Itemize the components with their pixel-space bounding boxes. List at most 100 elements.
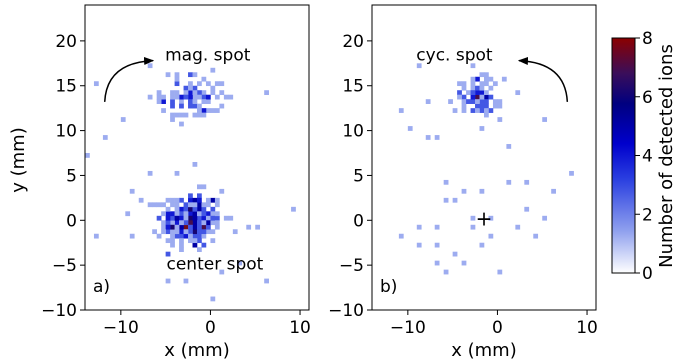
heatmap-cell	[488, 76, 494, 82]
heatmap-cell	[201, 112, 207, 118]
heatmap-cell	[165, 278, 171, 284]
heatmap-cell	[484, 72, 489, 78]
heatmap-cell	[129, 188, 135, 194]
heatmap-cell	[174, 81, 180, 87]
heatmap-cell	[443, 269, 449, 275]
heatmap-cell	[457, 81, 462, 87]
colorbar-tick-label: 0	[642, 264, 653, 284]
heatmap-cell	[192, 103, 198, 109]
heatmap-cell	[479, 90, 485, 96]
heatmap-cell	[201, 233, 207, 239]
heatmap-cell	[425, 99, 431, 104]
heatmap-cell	[524, 206, 530, 212]
rotation-arrow-a	[103, 57, 155, 102]
heatmap-cell	[165, 251, 171, 257]
heatmap-cell	[398, 233, 404, 239]
y-tick-label: 5	[66, 166, 77, 186]
heatmap-cell	[179, 112, 184, 118]
heatmap-cell	[197, 202, 202, 208]
heatmap-cell	[219, 103, 225, 109]
heatmap-cell	[506, 144, 512, 149]
heatmap-cell	[161, 202, 166, 208]
heatmap-cell	[457, 90, 462, 96]
heatmap-cell	[161, 229, 166, 235]
heatmap-cell	[205, 197, 211, 203]
heatmap-cell	[192, 215, 198, 221]
heatmap-cell	[201, 94, 207, 100]
y-tick-label: 0	[66, 211, 77, 231]
heatmap-cell	[197, 238, 202, 244]
heatmap-cell	[461, 188, 467, 194]
heatmap-cell	[416, 242, 422, 248]
heatmap-cell	[210, 90, 216, 96]
heatmap-cell	[179, 224, 184, 230]
heatmap-cell	[183, 224, 189, 230]
heatmap-cell	[210, 229, 216, 235]
heatmap-cell	[188, 220, 193, 226]
heatmap-cell	[183, 278, 189, 284]
heatmap-cell	[425, 135, 431, 140]
heatmap-cell	[524, 179, 530, 185]
heatmap-cell	[170, 202, 175, 208]
heatmap-cell	[232, 229, 238, 235]
x-tick-label: 0	[492, 318, 503, 338]
heatmap-cell	[197, 81, 202, 87]
heatmap-cell	[219, 81, 225, 87]
x-axis-label-b: x (mm)	[451, 340, 517, 361]
colorbar-gradient	[611, 37, 636, 274]
heatmap-cell	[197, 211, 202, 217]
heatmap-cell	[461, 260, 467, 266]
heatmap-cell	[183, 85, 189, 91]
heatmap-cell	[192, 202, 198, 208]
heatmap-cell	[470, 85, 476, 91]
heatmap-cell	[569, 170, 574, 176]
heatmap-cell	[475, 76, 480, 82]
heatmap-cell	[179, 242, 184, 248]
heatmap-cell	[416, 224, 422, 230]
x-ticks-a: −10 0 10	[103, 310, 311, 338]
heatmap-cell	[407, 126, 413, 131]
heatmap-cell	[179, 247, 184, 252]
heatmap-cell	[179, 206, 184, 212]
heatmap-cell	[484, 108, 489, 113]
heatmap-cell	[484, 81, 489, 87]
heatmap-cell	[434, 260, 440, 266]
y-axis-label-a: y (mm)	[8, 127, 29, 193]
heatmap-cell	[192, 161, 198, 167]
heatmap-cell	[156, 99, 162, 104]
y-tick-label: 10	[342, 122, 364, 142]
heatmap-cell	[488, 108, 494, 113]
heatmap-cell	[201, 108, 207, 113]
heatmap-cell	[205, 81, 211, 87]
heatmap-cell	[214, 197, 220, 203]
colorbar: 0 2 4 6 8 Number of detected ions	[611, 29, 677, 284]
heatmap-cell	[214, 202, 220, 208]
heatmap-cell	[533, 233, 539, 239]
heatmap-cell	[197, 184, 202, 190]
heatmap-cell	[201, 99, 207, 104]
heatmap-cell	[461, 99, 467, 104]
heatmap-cell	[165, 229, 171, 235]
heatmap-cell	[188, 103, 193, 109]
heatmap-cell	[223, 94, 229, 100]
heatmap-cell	[475, 85, 480, 91]
heatmap-cell	[179, 99, 184, 104]
heatmap-cell	[470, 224, 476, 230]
heatmap-cell	[188, 238, 193, 244]
heatmap-cell	[201, 215, 207, 221]
heatmap-cell	[165, 224, 171, 230]
heatmap-cell	[434, 242, 440, 248]
y-tick-label: 20	[55, 32, 77, 52]
heatmap-cell	[210, 108, 216, 113]
heatmap-cell	[170, 229, 175, 235]
y-tick-label: 20	[342, 32, 364, 52]
heatmap-cell	[188, 233, 193, 239]
heatmap-cell	[515, 90, 521, 96]
heatmap-cell	[161, 94, 166, 100]
heatmap-cell	[183, 215, 189, 221]
heatmap-cell	[192, 85, 198, 91]
heatmap-cell	[147, 202, 153, 208]
heatmap-cell	[192, 112, 198, 118]
heatmap-cell	[192, 72, 198, 78]
